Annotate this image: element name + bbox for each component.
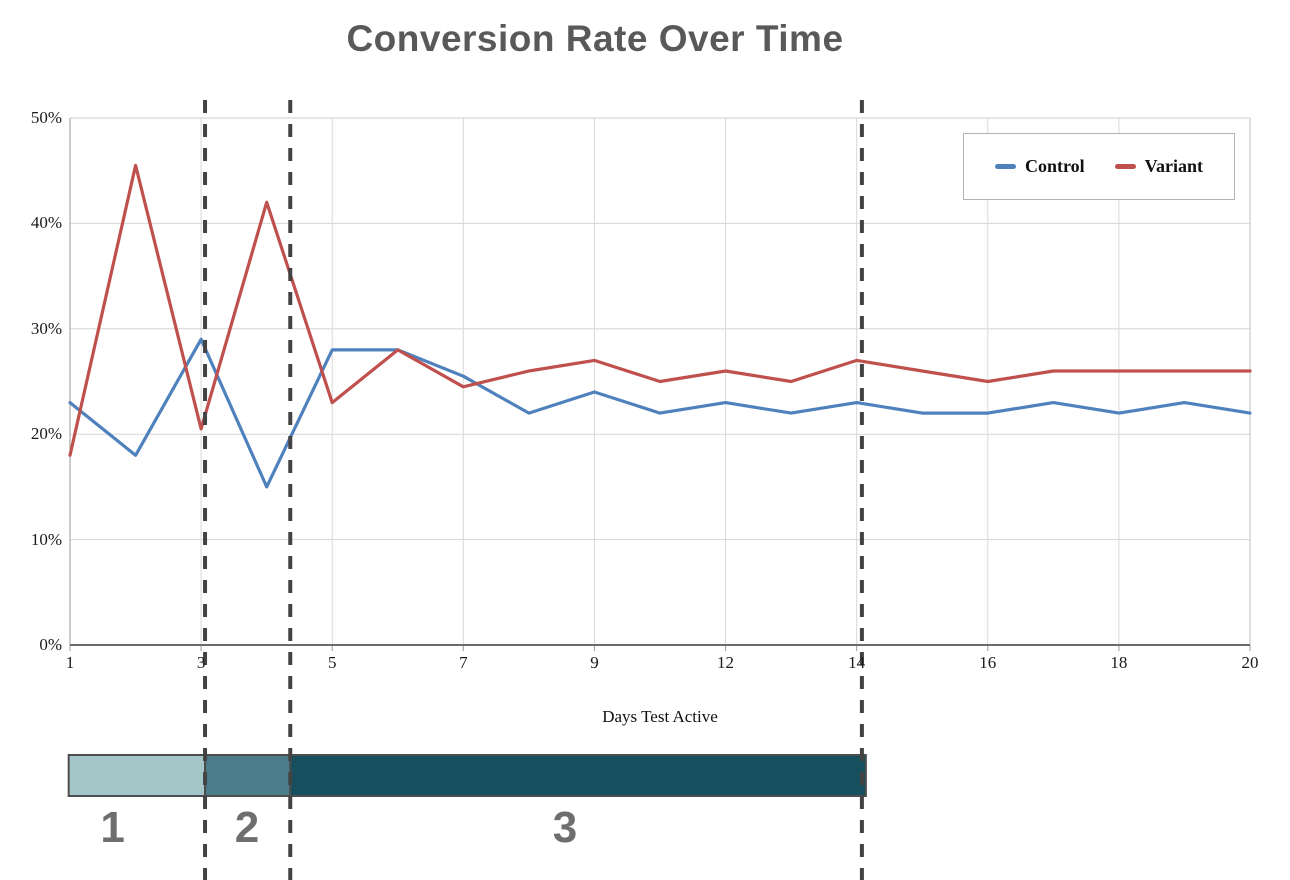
phase-bar-segment-3 [289, 754, 867, 797]
phase-label-2: 2 [235, 803, 259, 852]
legend-item-variant: Variant [1114, 156, 1203, 177]
series-line-control [68, 337, 1252, 489]
x-axis-title: Days Test Active [602, 707, 718, 726]
x-tick-label: 3 [196, 653, 206, 672]
chart-title: Conversion Rate Over Time [346, 18, 844, 59]
y-tick-label: 10% [30, 529, 62, 549]
x-tick-label: 7 [459, 653, 468, 672]
legend-label-variant: Variant [1144, 156, 1203, 176]
x-tick-label: 18 [1110, 653, 1128, 672]
phase-bar-segment-1 [67, 754, 207, 797]
variant-line-swatch-icon [1114, 164, 1136, 169]
y-tick-label: 20% [30, 424, 62, 444]
x-tick-label: 12 [717, 653, 735, 672]
legend-label-control: Control [1024, 156, 1085, 176]
y-tick-label: 0% [39, 635, 62, 654]
y-tick-label: 30% [30, 318, 62, 338]
y-tick-label: 40% [30, 213, 62, 233]
series-line-variant [68, 163, 1252, 457]
x-tick-label: 14 [848, 653, 866, 672]
x-tick-label: 16 [979, 653, 997, 672]
x-tick-label: 9 [590, 653, 599, 672]
y-tick-label: 50% [30, 108, 62, 127]
phase-label-3: 3 [553, 803, 577, 852]
control-line-swatch-icon [994, 164, 1016, 169]
phase-bar-segment-2 [204, 754, 292, 797]
legend-item-control: Control [994, 156, 1085, 177]
x-tick-label: 1 [65, 653, 75, 672]
x-tick-label: 20 [1241, 653, 1259, 672]
legend: Control Variant [963, 133, 1235, 200]
phase-label-1: 1 [100, 803, 124, 852]
x-tick-label: 5 [327, 653, 337, 672]
